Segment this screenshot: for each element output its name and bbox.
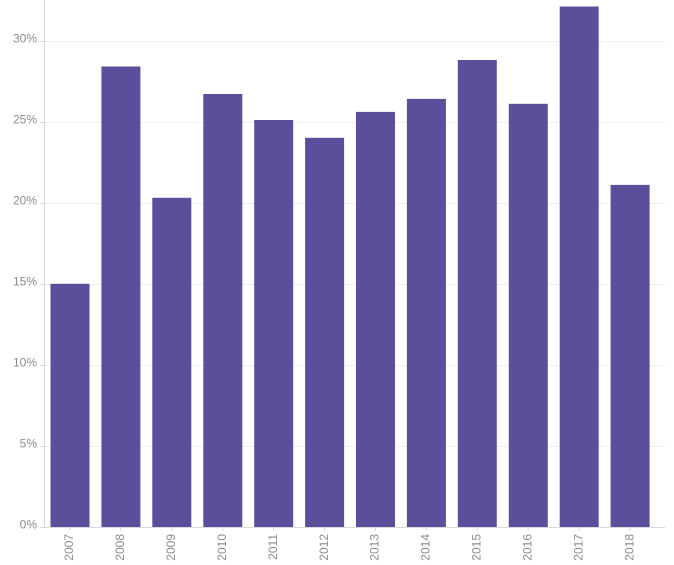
bar-2010 bbox=[203, 94, 243, 527]
bar-2016 bbox=[508, 103, 548, 528]
x-tick-label: 2010 bbox=[215, 534, 229, 561]
bar-2009 bbox=[152, 197, 192, 528]
y-tick-label: 20% bbox=[13, 194, 37, 208]
x-tick-label: 2012 bbox=[317, 534, 331, 561]
y-tick-label: 30% bbox=[13, 32, 37, 46]
x-tick-label: 2016 bbox=[520, 534, 534, 561]
x-tick-label: 2009 bbox=[164, 534, 178, 561]
x-tick-label: 2017 bbox=[571, 534, 585, 561]
y-tick-label: 15% bbox=[13, 275, 37, 289]
x-tick-label: 2008 bbox=[113, 534, 127, 561]
y-axis-ticks: 0% 5% 10% 15% 20% 25% 30% bbox=[13, 32, 44, 532]
y-tick-label: 5% bbox=[20, 437, 38, 451]
bar-2014 bbox=[406, 98, 446, 528]
bar-2011 bbox=[254, 120, 294, 527]
y-tick-label: 25% bbox=[13, 113, 37, 127]
bars bbox=[50, 6, 650, 528]
y-tick-label: 0% bbox=[20, 518, 38, 532]
x-tick-label: 2018 bbox=[622, 534, 636, 561]
bar-2007 bbox=[50, 283, 90, 527]
y-tick-label: 10% bbox=[13, 356, 37, 370]
x-tick-label: 2013 bbox=[368, 534, 382, 561]
bar-2013 bbox=[356, 111, 395, 528]
axes bbox=[44, 0, 665, 528]
bar-2008 bbox=[101, 66, 141, 527]
x-tick-label: 2011 bbox=[266, 534, 280, 560]
x-tick-label: 2015 bbox=[470, 534, 484, 561]
x-axis-ticks: 2007 2008 2009 2010 2011 2012 2013 2014 2015 2016… bbox=[62, 527, 636, 561]
bar-2015 bbox=[457, 60, 497, 527]
bar-2018 bbox=[610, 184, 650, 527]
bar-2017 bbox=[559, 6, 599, 527]
x-tick-label: 2007 bbox=[62, 534, 76, 561]
bar-2012 bbox=[305, 137, 345, 528]
x-tick-label: 2014 bbox=[419, 534, 433, 561]
